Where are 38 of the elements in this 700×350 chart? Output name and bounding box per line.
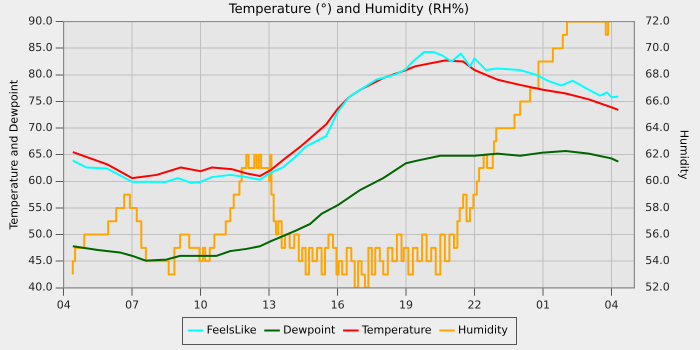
legend-label: Dewpoint	[283, 323, 336, 336]
y-tick-label: 65.0	[28, 148, 53, 161]
x-tick-label: 10	[194, 298, 208, 312]
y2-tick-label: 60.0	[645, 174, 670, 188]
legend-label: Humidity	[458, 323, 508, 336]
y-tick-label: 50.0	[28, 227, 53, 240]
y2-tick-label: 70.0	[645, 41, 670, 54]
x-tick-label: 01	[536, 298, 550, 312]
x-tick-label: 04	[604, 298, 618, 312]
y-tick-label: 75.0	[28, 94, 53, 108]
legend-label: Temperature	[360, 323, 432, 336]
y2-tick-label: 62.0	[645, 148, 670, 161]
x-tick-label: 13	[262, 298, 276, 312]
y-tick-label: 40.0	[28, 280, 53, 294]
y-tick-label: 45.0	[28, 254, 53, 268]
y-tick-label: 70.0	[28, 120, 53, 134]
y-tick-label: 60.0	[28, 174, 53, 188]
x-tick-label: 07	[125, 298, 140, 312]
y2-tick-label: 68.0	[645, 68, 670, 81]
y-tick-label: 80.0	[28, 68, 53, 81]
y2-tick-label: 66.0	[645, 94, 670, 108]
y2-tick-label: 56.0	[645, 227, 670, 240]
y-tick-label: 85.0	[28, 41, 53, 54]
y2-tick-label: 54.0	[645, 254, 670, 268]
y2-tick-label: 72.0	[645, 14, 670, 28]
y2-tick-label: 58.0	[645, 200, 670, 214]
y2-axis-title: Humidity	[678, 130, 691, 180]
y2-tick-label: 52.0	[645, 280, 670, 294]
y-axis-title: Temperature and Dewpoint	[7, 79, 20, 231]
y-tick-label: 90.0	[28, 14, 53, 28]
y-tick-label: 55.0	[28, 200, 53, 214]
x-tick-label: 19	[399, 298, 414, 312]
x-tick-label: 22	[468, 298, 482, 312]
x-tick-label: 04	[56, 298, 71, 312]
y2-tick-label: 64.0	[645, 120, 670, 134]
x-tick-label: 16	[330, 298, 345, 312]
chart-title: Temperature (°) and Humidity (RH%)	[228, 2, 470, 18]
legend-label: FeelsLike	[206, 323, 257, 336]
